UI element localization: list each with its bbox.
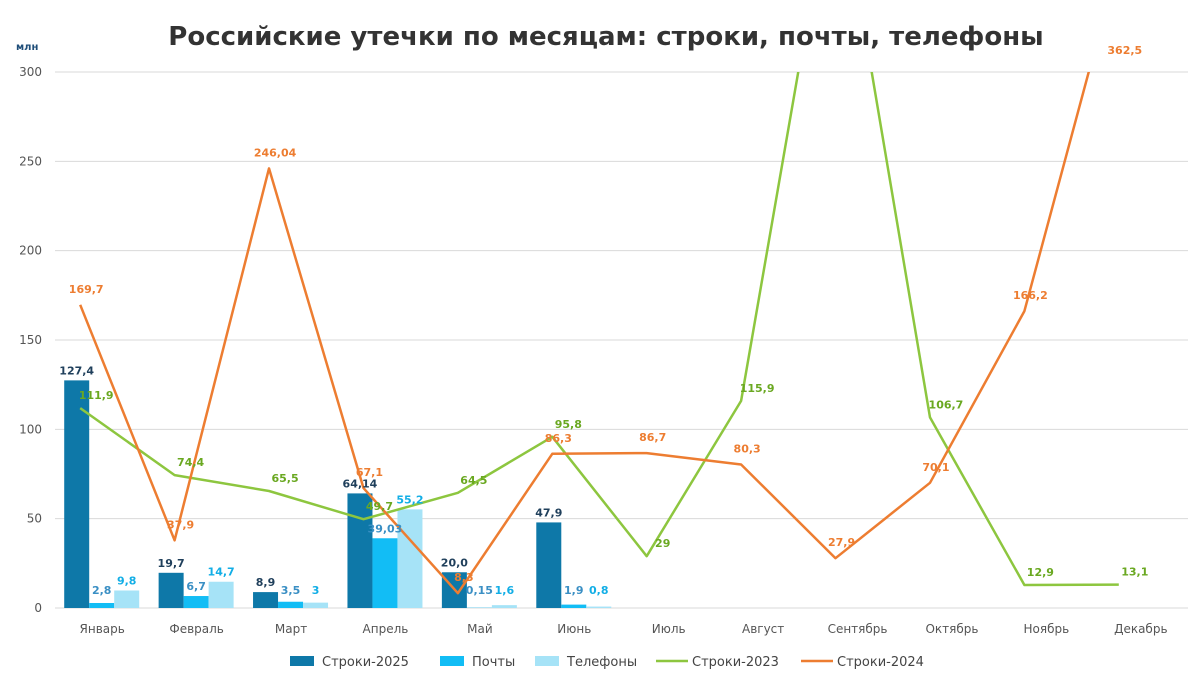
line-data-label: 27,9 xyxy=(828,536,855,549)
y-axis-unit: млн xyxy=(16,42,38,53)
line-data-label: 70,1 xyxy=(922,461,949,474)
line-data-label: 12,9 xyxy=(1027,566,1054,579)
y-axis-ticks: 0 50 100 150 200 250 300 xyxy=(19,65,42,615)
line-data-label: 13,1 xyxy=(1121,566,1148,579)
bar xyxy=(561,604,587,608)
y-tick-label: 0 xyxy=(34,601,42,615)
bar-data-label: 39,03 xyxy=(368,522,403,535)
bar-data-label: 0,8 xyxy=(589,584,609,597)
bar xyxy=(253,592,279,608)
line-data-label: 115,9 xyxy=(740,382,775,395)
line-series xyxy=(79,72,1091,595)
line-data-label: 106,7 xyxy=(929,398,964,411)
x-tick-label: Август xyxy=(742,622,784,636)
line-data-label: 74,4 xyxy=(177,456,204,469)
x-tick-label: Сентябрь xyxy=(828,622,888,636)
line-data-label: 169,7 xyxy=(69,283,104,296)
data-labels: 127,4 19,7 8,9 64,14 20,0 47,9 2,8 6,7 3,5 39,03 0… xyxy=(59,44,1148,597)
bar-data-label: 1,6 xyxy=(495,584,515,597)
bar xyxy=(536,522,562,608)
y-tick-label: 150 xyxy=(19,333,42,347)
bar-data-label: 8,9 xyxy=(256,576,276,589)
chart-title: Российские утечки по месяцам: строки, по… xyxy=(168,22,1043,52)
x-tick-label: Апрель xyxy=(363,622,409,636)
bar-data-label: 9,8 xyxy=(117,574,137,587)
bars xyxy=(64,380,612,608)
legend-swatch xyxy=(290,656,314,666)
bar-data-label: 47,9 xyxy=(535,506,562,519)
legend-label: Телефоны xyxy=(566,655,637,670)
line-data-label: 64,5 xyxy=(460,474,487,487)
line-data-label: 67,1 xyxy=(356,466,383,479)
line-data-label: 111,9 xyxy=(79,389,114,402)
bar-data-label: 19,7 xyxy=(158,557,185,570)
bar-data-label: 2,8 xyxy=(92,584,112,597)
bar-data-label: 1,9 xyxy=(564,584,584,597)
bar-data-label: 0,15 xyxy=(466,584,493,597)
lines xyxy=(79,72,1119,595)
x-tick-label: Май xyxy=(467,622,493,636)
legend-swatch xyxy=(440,656,464,666)
line-data-label: 8,3 xyxy=(454,571,474,584)
y-tick-label: 200 xyxy=(19,244,42,258)
line-data-label: 362,5 xyxy=(1107,44,1142,57)
y-tick-label: 50 xyxy=(27,512,42,526)
bar xyxy=(114,590,140,608)
legend-label: Строки-2024 xyxy=(837,655,924,670)
x-tick-label: Ноябрь xyxy=(1024,622,1070,636)
bar xyxy=(278,601,304,608)
legend-swatch xyxy=(535,656,559,666)
bar xyxy=(183,596,209,608)
gridlines xyxy=(55,71,1188,609)
x-tick-label: Октябрь xyxy=(925,622,978,636)
bar xyxy=(372,538,398,608)
bar xyxy=(89,602,115,608)
y-tick-label: 300 xyxy=(19,65,42,79)
y-tick-label: 250 xyxy=(19,154,42,168)
line-data-label: 86,7 xyxy=(639,431,666,444)
line-data-label: 65,5 xyxy=(271,472,298,485)
x-tick-label: Март xyxy=(275,622,307,636)
bar-data-label: 20,0 xyxy=(441,556,468,569)
bar xyxy=(303,602,329,608)
legend-label: Почты xyxy=(472,655,515,670)
x-tick-label: Январь xyxy=(80,622,125,636)
bar-data-label: 55,2 xyxy=(396,493,423,506)
bar-data-label: 64,14 xyxy=(343,477,378,490)
legend: Строки-2025 Почты Телефоны Строки-2023 Строк… xyxy=(290,655,924,670)
bar-data-label: 6,7 xyxy=(186,580,206,593)
line-series xyxy=(79,72,1119,587)
y-tick-label: 100 xyxy=(19,422,42,436)
bar xyxy=(208,581,234,608)
line-data-label: 29 xyxy=(655,537,670,550)
bar-data-label: 127,4 xyxy=(59,364,94,377)
bar xyxy=(491,605,517,608)
x-tick-label: Июнь xyxy=(557,622,591,636)
bar-data-label: 3,5 xyxy=(281,584,301,597)
line-data-label: 37,9 xyxy=(167,518,194,531)
x-tick-label: Февраль xyxy=(169,622,224,636)
bar xyxy=(397,509,423,608)
line-data-label: 49,7 xyxy=(366,500,393,513)
x-tick-label: Июль xyxy=(652,622,686,636)
bar-data-label: 14,7 xyxy=(208,566,235,579)
line-data-label: 95,8 xyxy=(555,418,582,431)
bar-data-label: 3 xyxy=(312,584,320,597)
bar xyxy=(64,380,90,608)
bar xyxy=(158,572,184,608)
line-data-label: 80,3 xyxy=(734,443,761,456)
bar xyxy=(586,606,612,608)
legend-label: Строки-2023 xyxy=(692,655,779,670)
x-axis-ticks: Январь Февраль Март Апрель Май Июнь Июль Август… xyxy=(80,622,1168,636)
legend-label: Строки-2025 xyxy=(322,655,409,670)
bar xyxy=(347,493,373,608)
x-tick-label: Декабрь xyxy=(1114,622,1167,636)
line-data-label: 246,04 xyxy=(254,146,297,159)
line-data-label: 86,3 xyxy=(545,432,572,445)
line-data-label: 166,2 xyxy=(1013,289,1048,302)
